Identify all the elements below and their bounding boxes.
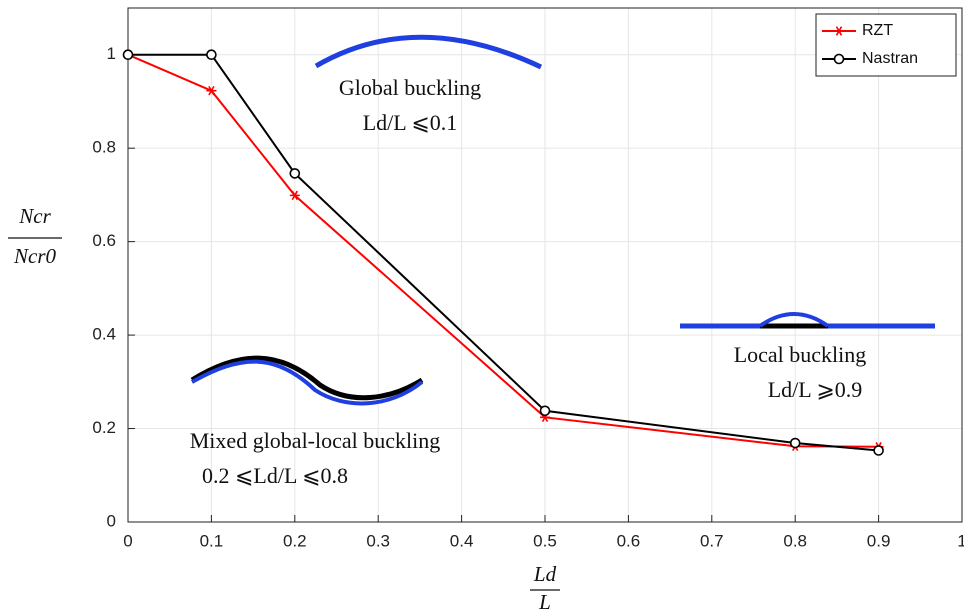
y-label-numerator: Ncr xyxy=(18,204,51,228)
series-line xyxy=(127,53,879,448)
x-tick-label: 0.4 xyxy=(450,531,474,550)
x-tick-label: 0 xyxy=(123,531,132,550)
local-shape-bump xyxy=(758,312,830,328)
point xyxy=(206,85,217,96)
legend-box xyxy=(815,13,957,77)
x-tick-label: 1 xyxy=(957,531,964,550)
x-tick-label: 0.1 xyxy=(200,531,224,550)
y-tick-label: 0.6 xyxy=(92,231,116,250)
y-label-denominator: Ncr0 xyxy=(13,244,57,268)
point xyxy=(289,190,300,201)
shape-sketches xyxy=(190,34,935,406)
y-tick-label: 0 xyxy=(107,511,116,530)
y-tick-label: 0.2 xyxy=(92,418,116,437)
annotation: Global buckling xyxy=(339,75,481,100)
legend-marker xyxy=(834,26,844,36)
annotation: Mixed global-local buckling xyxy=(190,428,441,453)
x-tick-label: 0.3 xyxy=(366,531,390,550)
x-tick-label: 0.5 xyxy=(533,531,557,550)
point xyxy=(873,445,884,456)
point xyxy=(122,49,134,61)
x-label-denominator: L xyxy=(538,590,551,614)
plot-frame xyxy=(127,7,963,523)
x-label-numerator: Ld xyxy=(533,562,557,586)
x-tick-label: 0.8 xyxy=(783,531,807,550)
annotation: Ld/L ⩽0.1 xyxy=(363,110,458,135)
mixed-shape-black xyxy=(190,355,424,401)
y-tick-label: 0.4 xyxy=(92,325,116,344)
point xyxy=(789,437,801,449)
legend-label: RZT xyxy=(862,22,893,39)
x-tick-label: 0.6 xyxy=(617,531,641,550)
y-tick-label: 1 xyxy=(107,44,116,63)
point xyxy=(539,405,551,417)
legend-label: Nastran xyxy=(862,50,918,67)
series-line xyxy=(128,53,879,452)
annotation: Local buckling xyxy=(734,342,867,367)
point xyxy=(289,168,301,179)
mixed-shape-blue xyxy=(191,359,424,406)
x-tick-label: 0.9 xyxy=(867,531,891,550)
legend-marker xyxy=(833,53,845,65)
x-tick-label: 0.7 xyxy=(700,531,724,550)
annotation: Ld/L ⩾0.9 xyxy=(768,377,863,402)
x-tick-label: 0.2 xyxy=(283,531,307,550)
point xyxy=(206,49,217,61)
global-shape xyxy=(314,34,543,70)
annotation: 0.2 ⩽Ld/L ⩽0.8 xyxy=(202,463,348,488)
point xyxy=(540,412,550,423)
y-tick-label: 0.8 xyxy=(92,138,116,157)
